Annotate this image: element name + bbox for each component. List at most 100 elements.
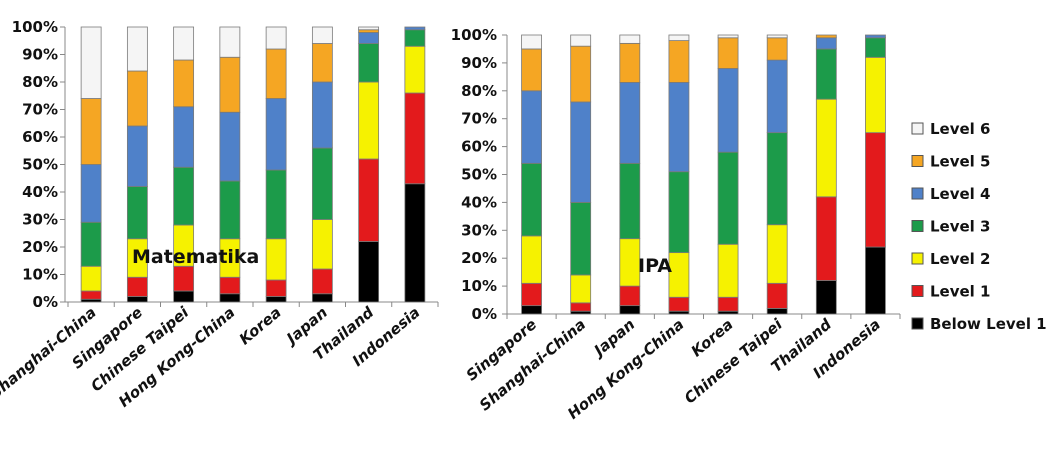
y-tick-label: 10% — [22, 266, 58, 284]
bar-segment — [311, 147, 333, 220]
bar-segment — [766, 34, 788, 39]
bar-segment — [219, 111, 241, 182]
bar-segment — [865, 246, 886, 315]
bar-segment — [126, 70, 148, 127]
bar-segment — [570, 310, 592, 315]
y-tick-label: 40% — [461, 193, 497, 211]
y-tick-label: 50% — [22, 156, 58, 174]
legend-label: Level 3 — [930, 218, 990, 236]
bar-segment — [173, 59, 195, 108]
y-tick-label: 100% — [12, 18, 58, 36]
y-tick-label: 50% — [461, 166, 497, 184]
bar-segment — [717, 68, 739, 153]
bar-segment — [521, 48, 542, 92]
y-tick-label: 20% — [461, 249, 497, 267]
bar-segment — [619, 305, 641, 315]
legend-swatch — [911, 155, 924, 167]
bar-segment — [358, 29, 380, 33]
bar-segment — [358, 43, 380, 83]
bar-segment — [358, 158, 380, 242]
bar-segment — [766, 59, 788, 134]
y-tick-label: 30% — [461, 221, 497, 239]
legend-swatch — [911, 317, 924, 330]
bar-segment — [265, 169, 287, 240]
bar-segment — [126, 125, 148, 187]
legend-label: Level 1 — [930, 283, 990, 301]
chart-overlay-label: IPA — [638, 255, 672, 277]
bar-segment — [668, 40, 690, 83]
y-tick-label: 100% — [451, 26, 497, 44]
bar-segment — [311, 43, 333, 83]
bar-segment — [311, 293, 333, 303]
bar-segment — [717, 34, 739, 39]
y-tick-label: 80% — [22, 73, 58, 91]
bar-segment — [766, 132, 788, 226]
y-tick-label: 10% — [461, 277, 497, 295]
bar-segment — [126, 276, 148, 297]
bar-segment — [717, 151, 739, 245]
bar-segment — [815, 280, 837, 315]
bar-segment — [404, 92, 426, 185]
bar-segment — [311, 219, 333, 270]
bar-segment — [311, 81, 333, 149]
bar-segment — [570, 101, 592, 203]
bar-segment — [358, 26, 380, 31]
bar-segment — [570, 274, 592, 304]
bar-segment — [766, 282, 788, 309]
bar-segment — [173, 166, 195, 226]
bar-segment — [865, 37, 886, 58]
x-tick-label: Korea — [236, 303, 285, 348]
bar-segment — [358, 81, 380, 160]
bar-segment — [80, 98, 102, 165]
bar-segment — [521, 34, 542, 50]
bar-segment — [815, 37, 837, 50]
bar-segment — [219, 26, 241, 58]
chart-legend: Level 6 Level 5 Level 4 Level 3 Level 2 Level… — [911, 120, 1047, 333]
bar-segment — [815, 48, 837, 100]
legend-swatch — [911, 252, 924, 265]
bar-segment — [815, 98, 837, 198]
legend-label: Level 5 — [930, 153, 990, 171]
bar-segment — [668, 310, 690, 315]
bar-segment — [815, 34, 837, 39]
bar-segment — [80, 265, 102, 292]
y-tick-label: 60% — [461, 138, 497, 156]
y-tick-label: 20% — [22, 238, 58, 256]
bar-segment — [173, 106, 195, 168]
bar-segment — [311, 26, 333, 44]
bar-segment — [265, 48, 287, 99]
math-chart: 0%10%20%30%40%50%60%70%80%90%100%Shangha… — [0, 18, 439, 411]
bar-segment — [404, 183, 426, 303]
legend-label: Level 2 — [930, 250, 990, 268]
bar-segment — [404, 26, 426, 31]
legend-swatch — [911, 122, 924, 135]
bar-segment — [265, 98, 287, 171]
y-tick-label: 0% — [33, 293, 58, 311]
y-tick-label: 30% — [22, 211, 58, 229]
bar-segment — [619, 238, 641, 287]
bar-segment — [219, 56, 241, 113]
y-tick-label: 90% — [461, 54, 497, 72]
y-tick-label: 70% — [22, 101, 58, 119]
legend-label: Level 4 — [930, 185, 990, 203]
bar-segment — [521, 282, 542, 307]
bar-segment — [219, 180, 241, 240]
bar-segment — [265, 26, 287, 50]
legend-label: Level 6 — [930, 120, 990, 138]
bar-segment — [521, 90, 542, 164]
bar-segment — [265, 238, 287, 281]
bar-segment — [668, 296, 690, 312]
bar-segment — [668, 82, 690, 173]
bar-segment — [766, 37, 788, 61]
legend-swatch — [911, 187, 924, 200]
bar-segment — [173, 26, 195, 61]
bar-segment — [404, 29, 426, 47]
bar-segment — [717, 296, 739, 312]
y-tick-label: 0% — [472, 305, 497, 323]
bar-segment — [815, 196, 837, 281]
bar-segment — [570, 201, 592, 276]
bar-segment — [219, 293, 241, 303]
bar-segment — [80, 290, 102, 300]
bar-segment — [521, 162, 542, 237]
